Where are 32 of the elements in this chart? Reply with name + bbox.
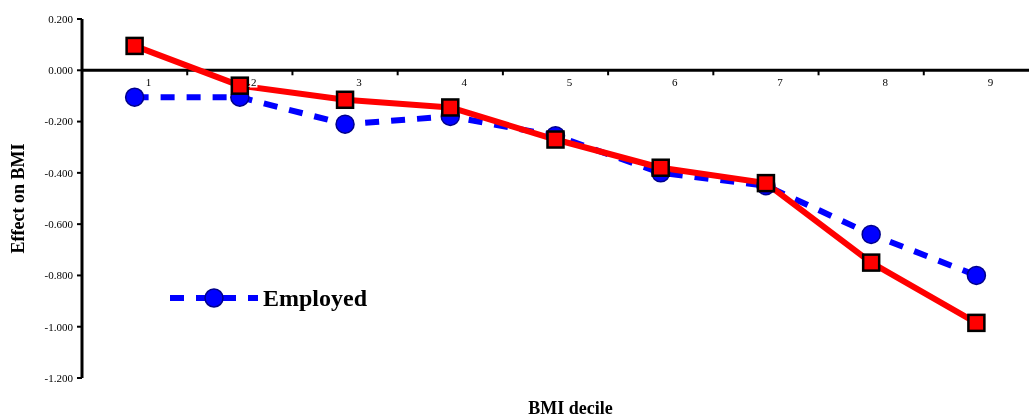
y-tick-label: -0.400: [44, 166, 74, 179]
point: [546, 130, 565, 149]
y-tick-label: -1.200: [44, 371, 74, 384]
point: [966, 265, 987, 286]
x-tick-label: 2: [251, 76, 257, 89]
y-tick-label: -0.800: [44, 269, 74, 282]
x-tick-label: 3: [356, 76, 363, 89]
y-tick-label: 0.000: [48, 64, 74, 77]
y-tick-label: 0.200: [48, 12, 74, 25]
point: [861, 253, 881, 272]
y-tick-label: -0.200: [44, 115, 74, 128]
point: [441, 98, 460, 117]
point: [335, 90, 355, 110]
x-tick-label: 4: [461, 76, 468, 89]
x-tick-label: 9: [987, 76, 994, 89]
point: [651, 158, 670, 177]
y-tick-label: -1.000: [44, 320, 74, 333]
point: [124, 87, 145, 107]
point: [861, 224, 881, 245]
y-axis-title: Effect on BMI: [8, 143, 28, 254]
y-tick-label: -0.600: [44, 217, 74, 230]
x-tick-label: 1: [145, 76, 152, 89]
x-tick-label: 6: [671, 76, 678, 89]
point: [125, 36, 144, 56]
x-tick-label: 5: [566, 76, 573, 89]
x-tick-label: 8: [882, 76, 889, 89]
point: [335, 114, 355, 134]
point: [967, 313, 986, 333]
legend-label: Employed: [263, 285, 368, 312]
point: [230, 76, 250, 95]
x-axis-title: BMI decile: [528, 398, 613, 418]
x-tick-label: 7: [777, 76, 784, 89]
